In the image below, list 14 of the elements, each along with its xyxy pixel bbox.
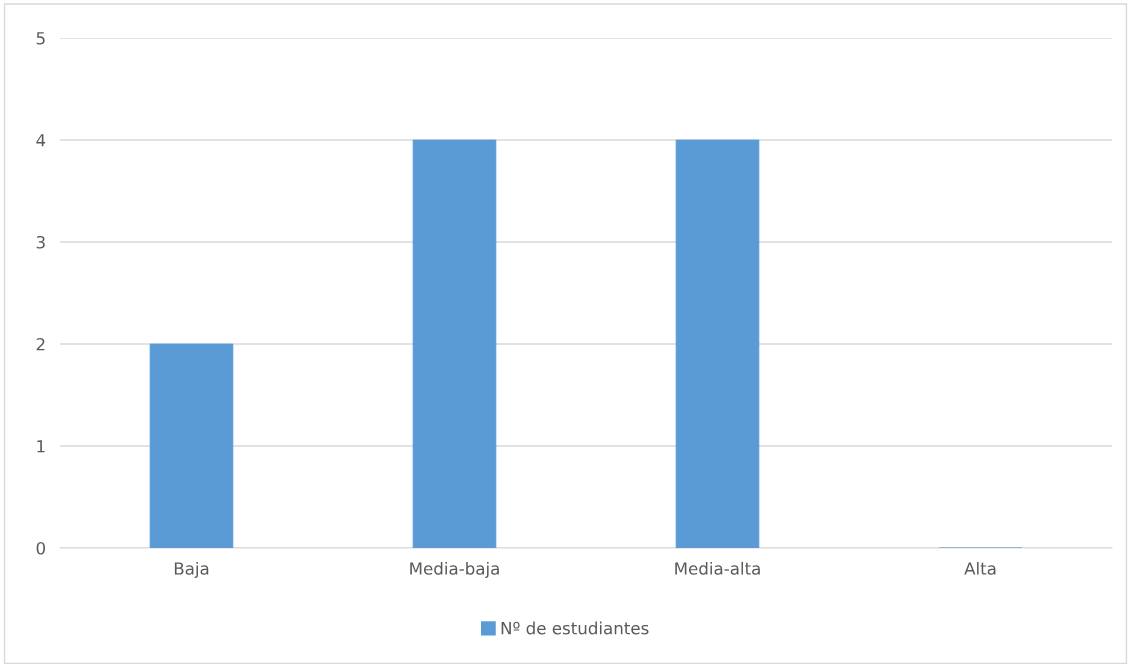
bar <box>675 139 760 548</box>
x-tick-label: Media-baja <box>410 561 499 579</box>
bar <box>149 343 234 548</box>
y-tick-label: 3 <box>36 235 45 249</box>
x-tick-label: Alta <box>964 561 996 575</box>
y-tick-label: 5 <box>36 32 45 45</box>
y-tick-label: 4 <box>36 134 46 147</box>
x-tick-label: Media-alta <box>675 561 760 575</box>
x-tick-label: Baja <box>174 561 209 579</box>
y-tick-label: 1 <box>37 440 45 453</box>
y-tick-label: 2 <box>36 337 45 351</box>
legend-label: Nº de estudiantes <box>501 621 649 635</box>
bar <box>412 139 497 548</box>
y-tick-label: 0 <box>36 541 45 555</box>
